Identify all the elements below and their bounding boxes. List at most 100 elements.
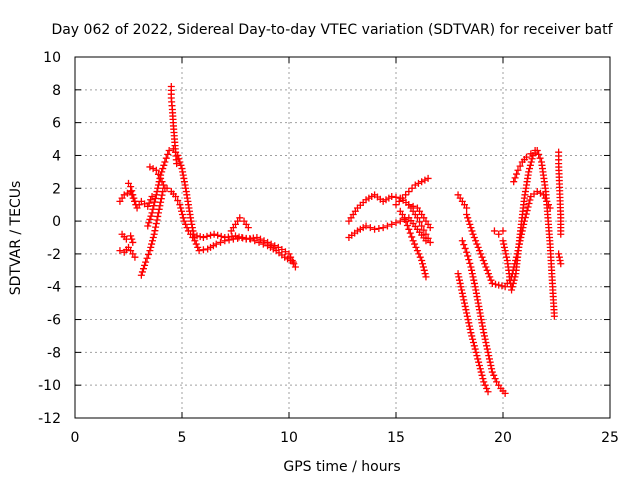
data-point [409,237,417,245]
data-point [162,154,170,162]
data-point [421,270,429,278]
data-point [155,205,163,213]
data-point [242,234,250,242]
data-point [281,248,289,256]
data-point [127,232,135,240]
data-point [465,217,473,225]
data-point [556,256,564,264]
data-point [154,212,162,220]
data-point [149,205,157,213]
data-point [498,282,506,290]
data-point [371,225,379,233]
data-point [523,207,531,215]
data-point [527,150,535,158]
data-point [461,302,469,310]
data-point [526,161,534,169]
data-point [463,312,471,320]
x-tick-label: 25 [601,430,619,446]
data-series-arc-1 [116,188,156,212]
data-point [157,195,165,203]
data-point [468,266,476,274]
data-point [477,250,485,258]
data-point [499,237,507,245]
data-point [289,258,297,266]
data-point [514,166,522,174]
data-point [388,220,396,228]
data-point [238,234,246,241]
data-point [412,243,420,251]
data-point [405,188,413,196]
data-point [172,192,180,200]
data-point [463,204,471,212]
data-point [148,237,156,245]
data-point [196,233,204,241]
data-point [464,316,472,324]
data-point [472,237,480,245]
data-point [157,198,165,206]
data-point [148,209,156,217]
data-point [478,253,486,261]
data-point [526,196,534,204]
data-point [511,174,519,182]
data-point [454,270,462,278]
data-point [470,342,478,350]
data-point [144,250,152,258]
data-point [260,237,268,245]
data-point [153,216,161,224]
data-point [128,235,136,243]
x-tick-label: 15 [387,430,405,446]
data-point [144,222,152,230]
data-point [291,263,299,271]
data-series-arc-10 [345,214,430,245]
y-tick-label: -2 [47,247,61,263]
data-point [499,227,507,235]
data-point [156,202,164,210]
data-point [413,214,421,222]
data-point [470,276,478,284]
data-point [199,234,207,241]
data-point [251,237,259,245]
data-point [177,204,185,212]
data-point [159,181,167,189]
y-tick-label: 0 [52,214,61,230]
data-point [426,224,434,232]
data-point [379,224,387,232]
data-point [465,256,473,264]
data-point [139,265,147,273]
data-point [210,230,218,238]
data-point [174,197,182,205]
data-point [525,200,533,208]
data-point [154,184,162,192]
data-point [388,192,396,200]
data-point [178,207,186,215]
data-point [234,234,242,242]
data-series-arc-16 [458,237,509,397]
data-point [146,215,154,223]
data-point [221,237,229,245]
data-point [424,234,432,242]
data-point [455,276,463,284]
data-point [484,348,492,356]
data-point [414,179,422,187]
data-series-arc-22 [555,148,565,238]
data-point [411,240,419,248]
data-point [159,165,167,173]
data-point [557,230,565,238]
y-tick-label: -8 [47,345,61,361]
data-point [486,358,494,366]
data-point [418,178,426,186]
data-point [474,243,482,251]
x-tick-label: 5 [178,430,187,446]
data-point [366,224,374,232]
data-series-arc-8 [167,83,181,168]
data-point [477,368,485,376]
data-point [418,256,426,264]
data-point [460,299,468,307]
data-series-arc-2 [116,243,139,261]
data-point [383,222,391,230]
data-point [508,286,516,294]
data-point [467,224,475,232]
data-point [129,191,137,199]
data-point [191,237,199,245]
data-point [214,231,222,239]
